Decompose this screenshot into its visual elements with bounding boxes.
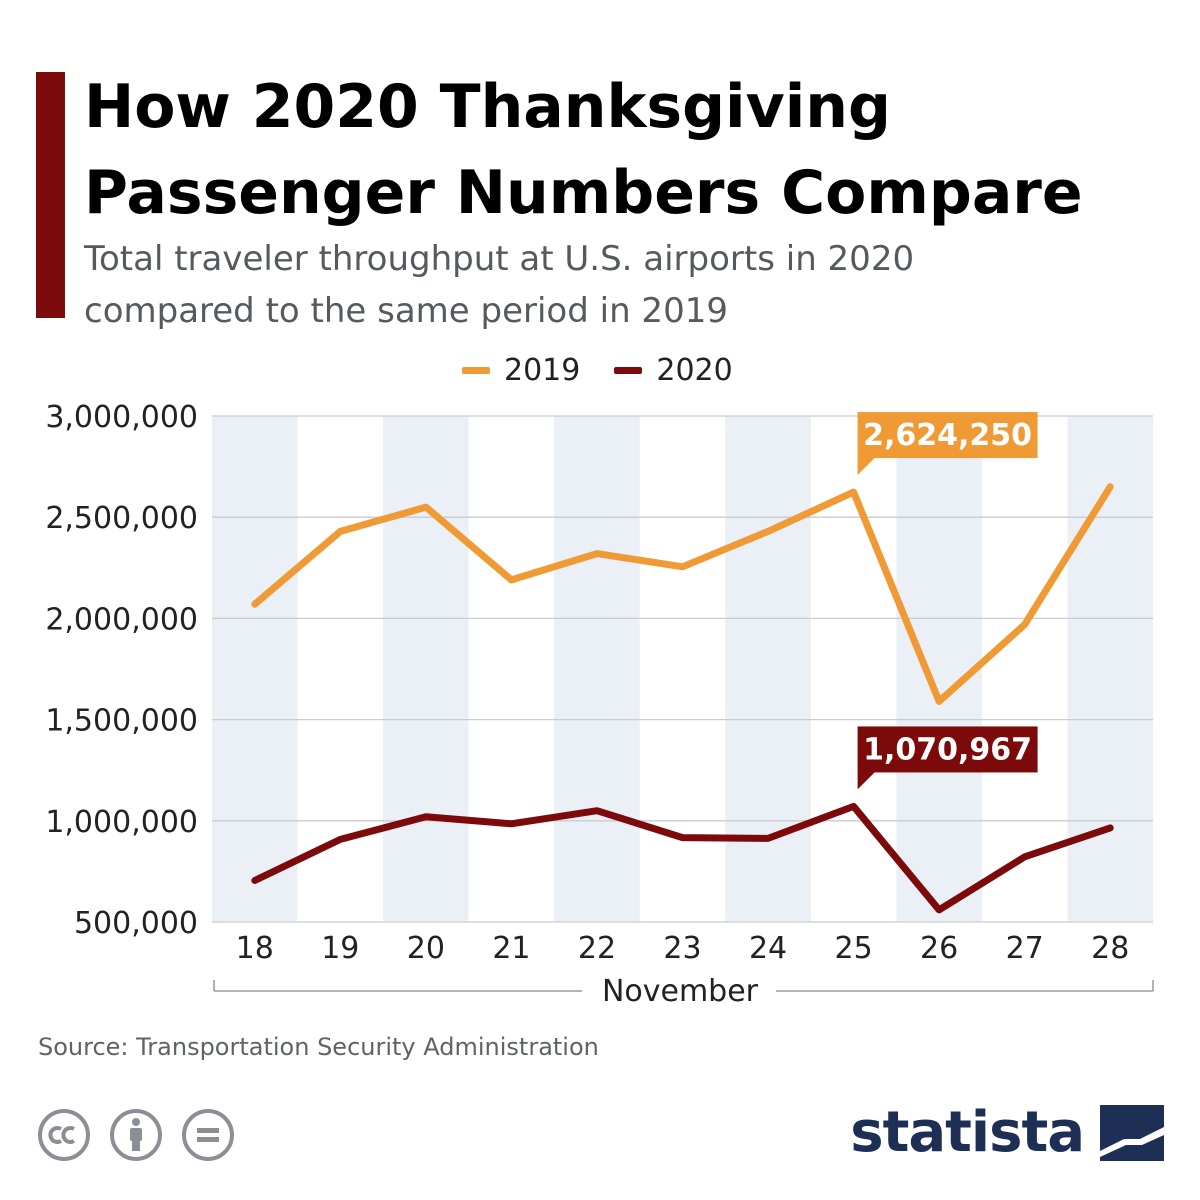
title-accent-bar xyxy=(36,72,65,318)
x-axis-label: November xyxy=(602,974,759,1009)
brand: statista xyxy=(850,1100,1164,1165)
x-tick-label: 22 xyxy=(578,931,616,966)
legend-item-2020: 2020 xyxy=(614,352,733,388)
data-label-box xyxy=(857,726,1038,773)
background-band xyxy=(725,416,811,922)
y-tick-label: 3,000,000 xyxy=(45,400,198,435)
background-band xyxy=(212,416,298,922)
statista-logo-icon xyxy=(1100,1104,1164,1161)
data-label-pointer xyxy=(857,457,876,476)
legend-label-2020: 2020 xyxy=(656,352,733,388)
chart-subtitle: Total traveler throughput at U.S. airpor… xyxy=(84,239,915,331)
y-tick-label: 1,500,000 xyxy=(45,704,198,739)
data-label: 2,624,250 xyxy=(863,418,1032,453)
attribution-icon xyxy=(110,1109,162,1161)
data-label-pointer xyxy=(857,771,876,790)
x-tick-label: 20 xyxy=(407,931,445,966)
x-tick-label: 25 xyxy=(834,931,872,966)
legend-label-2019: 2019 xyxy=(504,352,581,388)
x-tick-label: 27 xyxy=(1006,931,1044,966)
data-label: 1,070,967 xyxy=(863,732,1032,767)
x-tick-label: 24 xyxy=(749,931,787,966)
y-tick-label: 2,500,000 xyxy=(45,501,198,536)
legend-item-2019: 2019 xyxy=(462,353,580,388)
brand-name: statista xyxy=(850,1100,1085,1165)
background-band xyxy=(896,416,982,922)
y-tick-label: 500,000 xyxy=(74,906,198,941)
x-tick-label: 23 xyxy=(663,931,701,966)
no-derivatives-icon xyxy=(182,1109,234,1161)
x-tick-label: 19 xyxy=(321,931,359,966)
chart-legend: 2019 2020 xyxy=(462,348,733,392)
series-line-2019 xyxy=(251,483,1114,705)
source-note: Source: Transportation Security Administ… xyxy=(38,1033,599,1061)
background-band xyxy=(554,416,640,922)
line-chart: 3,000,000 2,500,000 2,000,000 1,500,000 1,00… xyxy=(45,400,1154,1009)
chart-title: How 2020 Thanksgiving Passenger Numbers … xyxy=(84,72,1083,228)
y-tick-label: 2,000,000 xyxy=(45,602,198,637)
y-tick-label: 1,000,000 xyxy=(45,805,198,840)
legend-swatch-2020 xyxy=(614,366,643,374)
cc-icon xyxy=(38,1109,90,1161)
x-tick-label: 18 xyxy=(236,931,274,966)
legend-swatch-2019 xyxy=(462,366,490,374)
license-icons xyxy=(36,1107,236,1163)
x-tick-label: 21 xyxy=(492,931,530,966)
x-tick-label: 26 xyxy=(920,931,958,966)
x-tick-label: 28 xyxy=(1091,931,1129,966)
background-band xyxy=(383,416,469,922)
series-line-2020 xyxy=(251,802,1114,914)
data-label-box xyxy=(857,412,1038,459)
